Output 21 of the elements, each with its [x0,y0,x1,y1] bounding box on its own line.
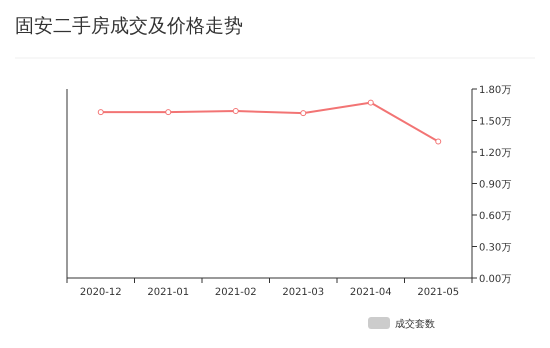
point [368,100,374,106]
title: 固安二手房成交及价格走势 [15,15,243,37]
y2-tick-label: 0.30万 [479,242,512,254]
y2-tick-label: 0.90万 [479,180,512,190]
point [300,110,306,116]
point [232,108,239,114]
y2-tick-label: 1.80万 [479,85,512,96]
x-tick-label: 2020-12 [80,287,122,298]
point [435,138,442,144]
x-tick-label: 2021-05 [417,287,460,298]
legend-label: 成交套数 [395,318,435,330]
point [165,109,172,116]
x-tick-label: 2021-01 [147,287,190,298]
x-tick-label: 2021-02 [214,287,257,298]
x-tick-label: 2021-04 [350,287,392,298]
x-tick-label: 2021-03 [282,287,324,298]
point [98,109,104,116]
y2-tick-label: 0.00万 [479,274,512,285]
y2-tick-label: 1.20万 [479,148,512,159]
y2-tick-label: 0.60万 [479,211,512,222]
y2-tick-label: 1.50万 [479,116,512,128]
